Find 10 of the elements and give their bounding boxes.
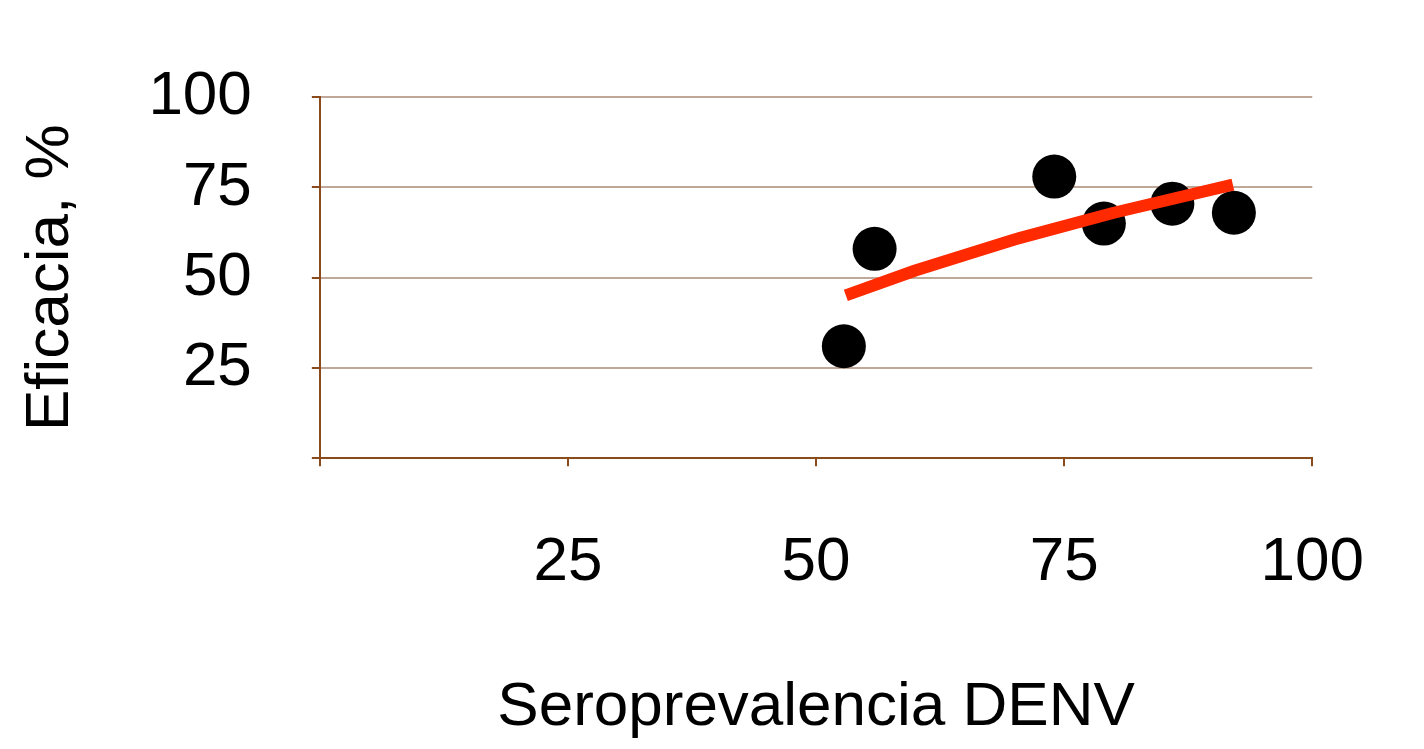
x-tick-label: 25	[533, 524, 603, 594]
y-tick-label: 75	[182, 148, 252, 218]
y-tick-label: 100	[148, 58, 252, 128]
x-tick-label: 75	[1029, 524, 1099, 594]
x-tick-label: 50	[781, 524, 851, 594]
y-tick-label: 25	[182, 329, 252, 399]
x-axis-title: Seroprevalencia DENV	[497, 668, 1136, 738]
y-axis-title: Eficacia, %	[12, 124, 82, 432]
y-tick-label: 50	[182, 238, 252, 308]
x-tick-label: 100	[1260, 524, 1364, 594]
